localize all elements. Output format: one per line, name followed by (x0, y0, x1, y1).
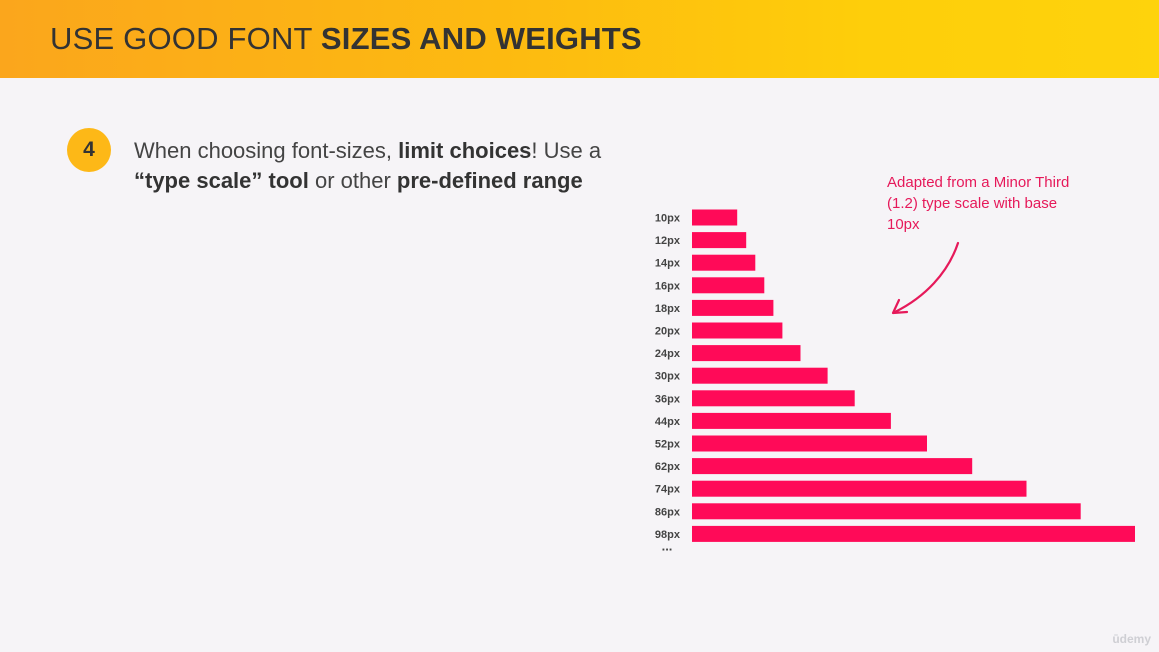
bar-label-24px: 24px (655, 348, 681, 360)
bar-52px (692, 435, 927, 452)
bar-24px (692, 345, 801, 362)
bar-label-30px: 30px (655, 371, 681, 383)
tip-seg6: pre-defined range (396, 168, 583, 193)
slide-title-regular: USE GOOD FONT (50, 21, 321, 56)
tip-text: When choosing font-sizes, limit choices!… (134, 136, 654, 196)
bar-14px (692, 254, 756, 271)
slide-title: USE GOOD FONT SIZES AND WEIGHTS (50, 21, 642, 57)
bar-label-44px: 44px (655, 416, 681, 428)
bar-44px (692, 412, 891, 429)
bar-label-10px: 10px (655, 213, 681, 225)
annotation-arrow (893, 241, 960, 314)
tip-seg3: ! Use a (531, 138, 602, 163)
annotation-arrowhead (891, 298, 909, 315)
bar-62px (692, 458, 973, 475)
bar-10px (692, 209, 738, 226)
bar-label-62px: 62px (655, 461, 681, 473)
bar-18px (692, 299, 774, 316)
bar-12px (692, 232, 747, 249)
udemy-watermark: ūdemy (1112, 632, 1151, 646)
bar-label-52px: 52px (655, 439, 681, 451)
bar-label-86px: 86px (655, 506, 681, 518)
bar-98px (692, 525, 1135, 542)
bar-20px (692, 322, 783, 339)
bars-group: 10px 12px 14px 16px 18px 20px 24px 30px 36px 44px… (655, 209, 1135, 554)
bar-86px (692, 503, 1081, 520)
annotation-text: Adapted from a Minor Third (1.2) type sc… (887, 174, 1070, 233)
tip-seg1: When choosing font-sizes, (134, 138, 399, 163)
bar-label-36px: 36px (655, 393, 681, 405)
bar-label-14px: 14px (655, 258, 681, 270)
bar-74px (692, 480, 1027, 497)
tip-seg2: limit choices (398, 138, 532, 163)
continuation-ellipsis: ... (662, 539, 673, 554)
bar-30px (692, 367, 828, 384)
bar-36px (692, 390, 855, 407)
bar-label-98px: 98px (655, 529, 681, 541)
bar-label-74px: 74px (655, 484, 681, 496)
header-banner: USE GOOD FONT SIZES AND WEIGHTS (0, 0, 1159, 78)
bar-label-20px: 20px (655, 326, 681, 338)
tip-seg4: “type scale” tool (134, 168, 309, 193)
bar-label-16px: 16px (655, 280, 681, 292)
bar-label-12px: 12px (655, 235, 681, 247)
slide-title-bold: SIZES AND WEIGHTS (320, 21, 642, 56)
bar-16px (692, 277, 765, 294)
tip-seg5: or other (308, 168, 397, 193)
bar-label-18px: 18px (655, 303, 681, 315)
step-number-badge: 4 (67, 128, 111, 172)
